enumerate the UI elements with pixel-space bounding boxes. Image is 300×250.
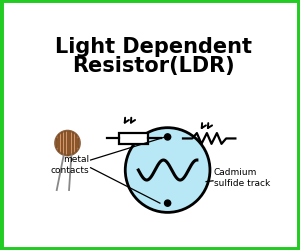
Circle shape [164,200,171,206]
Text: metal
contacts: metal contacts [50,154,89,174]
Circle shape [55,131,80,156]
Text: Light Dependent: Light Dependent [55,37,252,57]
Bar [119,134,148,144]
Text: Resistor(LDR): Resistor(LDR) [72,55,235,75]
Circle shape [164,134,171,140]
Circle shape [125,128,210,212]
Text: Cadmium
sulfide track: Cadmium sulfide track [214,168,270,187]
